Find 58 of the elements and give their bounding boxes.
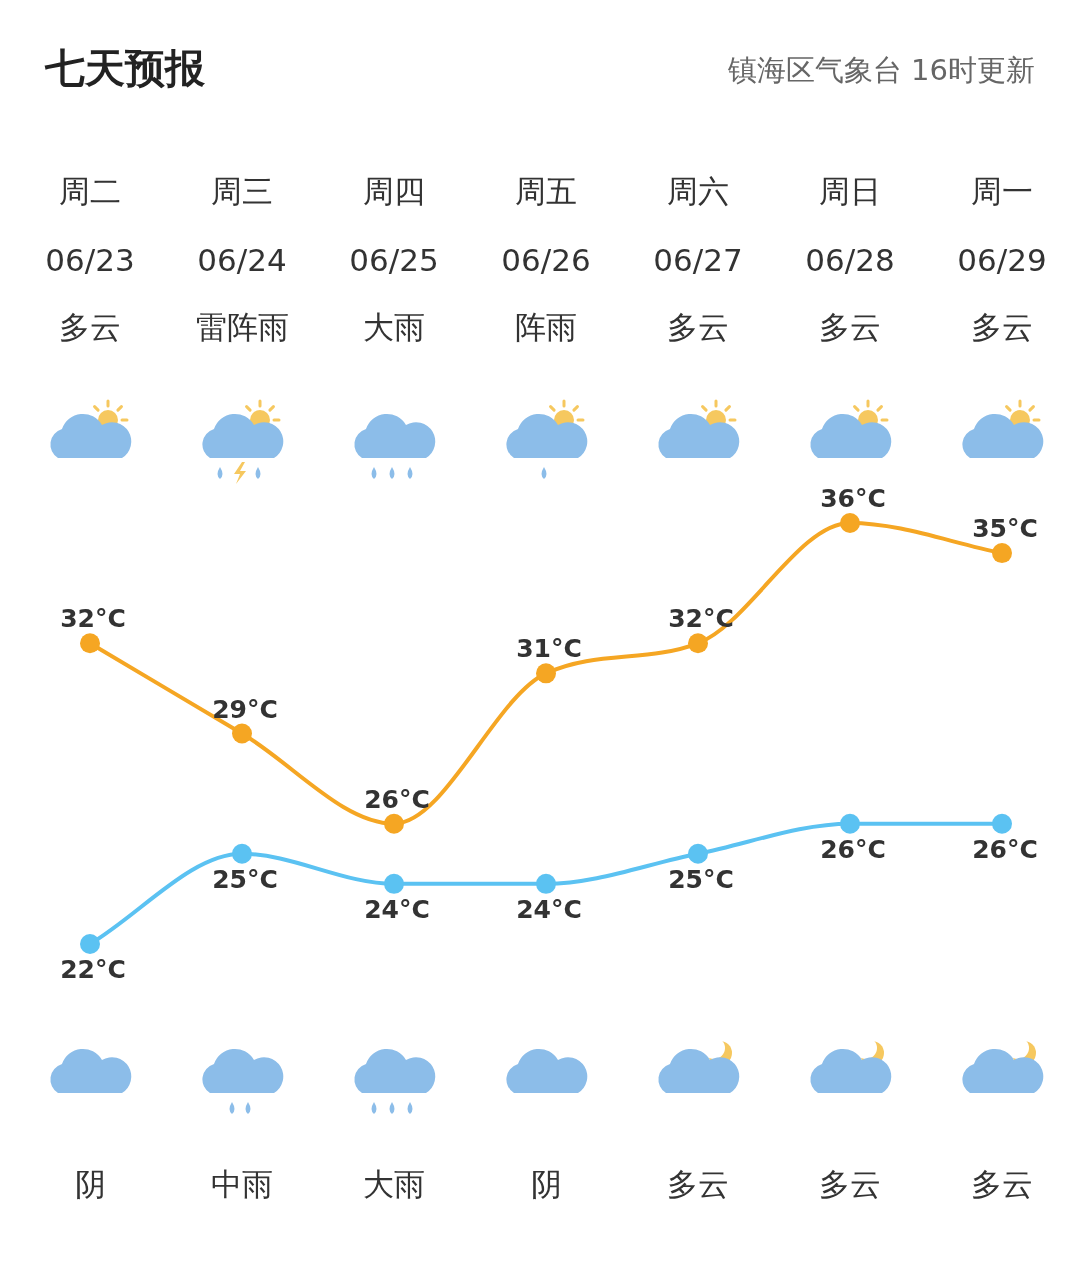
data-label: 32°C bbox=[668, 604, 734, 634]
data-label: 35°C bbox=[972, 514, 1038, 544]
text: 阴 bbox=[530, 1166, 562, 1202]
text: 大雨 bbox=[363, 309, 425, 345]
text: 多云 bbox=[819, 1166, 881, 1202]
text: 多云 bbox=[971, 309, 1033, 345]
point bbox=[992, 543, 1012, 564]
x-tick-label: 06/23 bbox=[45, 242, 135, 278]
text: 雷阵雨 bbox=[195, 309, 289, 345]
point bbox=[384, 813, 404, 834]
text: 周四 bbox=[363, 173, 425, 209]
text: 阴 bbox=[74, 1166, 106, 1202]
text: 多云 bbox=[971, 1166, 1033, 1202]
data-label: 29°C bbox=[212, 694, 278, 724]
data-label: 32°C bbox=[60, 604, 126, 634]
chart-title: 七天预报 bbox=[44, 45, 206, 91]
text: 周五 bbox=[515, 173, 577, 209]
x-tick-label: 06/26 bbox=[501, 242, 591, 278]
point bbox=[688, 633, 708, 654]
data-label: 25°C bbox=[212, 864, 278, 894]
point bbox=[80, 934, 100, 954]
text: 周二 bbox=[59, 173, 121, 209]
x-tick-label: 06/27 bbox=[653, 242, 743, 278]
point bbox=[688, 843, 708, 864]
point bbox=[536, 873, 556, 894]
text: 周三 bbox=[211, 173, 273, 209]
point bbox=[232, 843, 252, 864]
data-label: 36°C bbox=[820, 484, 886, 513]
point bbox=[992, 813, 1012, 834]
data-label: 31°C bbox=[516, 634, 582, 664]
data-label: 26°C bbox=[364, 784, 430, 814]
data-label: 26°C bbox=[820, 834, 886, 864]
x-tick-label: 06/24 bbox=[197, 242, 287, 278]
data-label: 24°C bbox=[516, 894, 582, 924]
text: 中雨 bbox=[211, 1166, 273, 1202]
text: 阵雨 bbox=[515, 309, 577, 345]
point bbox=[80, 633, 100, 654]
data-label: 24°C bbox=[364, 894, 430, 924]
text: 周六 bbox=[667, 173, 729, 209]
text: 多云 bbox=[667, 309, 729, 345]
x-tick-label: 06/25 bbox=[349, 242, 439, 278]
text: 周日 bbox=[819, 173, 881, 209]
point bbox=[232, 723, 252, 744]
data-label: 25°C bbox=[668, 864, 734, 894]
chart-subtitle: 镇海区气象台 16时更新 bbox=[726, 53, 1035, 87]
point bbox=[840, 813, 860, 834]
text: 多云 bbox=[59, 309, 121, 345]
x-tick-label: 06/28 bbox=[805, 242, 895, 278]
point bbox=[840, 513, 860, 533]
text: 多云 bbox=[667, 1166, 729, 1202]
x-tick-label: 06/29 bbox=[957, 242, 1047, 278]
data-label: 22°C bbox=[60, 955, 126, 984]
text: 多云 bbox=[819, 309, 881, 345]
text: 周一 bbox=[971, 173, 1033, 209]
point bbox=[536, 663, 556, 684]
text: 大雨 bbox=[363, 1166, 425, 1202]
point bbox=[384, 873, 404, 894]
data-label: 26°C bbox=[972, 834, 1038, 864]
